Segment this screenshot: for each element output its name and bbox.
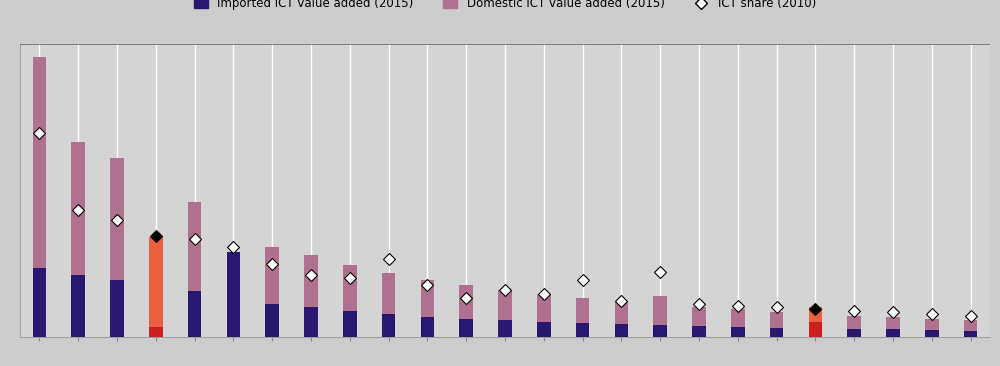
- Bar: [925, 319, 939, 330]
- Bar: [459, 285, 473, 319]
- Bar: [265, 304, 279, 337]
- Bar: [343, 311, 357, 337]
- Bar: [886, 329, 900, 337]
- Bar: [576, 323, 589, 337]
- Bar: [459, 319, 473, 337]
- Bar: [149, 327, 163, 337]
- Bar: [615, 324, 628, 337]
- Bar: [809, 322, 822, 337]
- Bar: [809, 307, 822, 322]
- Bar: [615, 301, 628, 324]
- Bar: [265, 247, 279, 304]
- Bar: [498, 321, 512, 337]
- Bar: [537, 294, 551, 322]
- Bar: [886, 317, 900, 329]
- Bar: [110, 280, 124, 337]
- Bar: [653, 325, 667, 337]
- Bar: [71, 275, 85, 337]
- Bar: [964, 321, 977, 331]
- Bar: [847, 315, 861, 329]
- Bar: [964, 331, 977, 337]
- Bar: [33, 57, 46, 268]
- Bar: [770, 311, 783, 328]
- Bar: [537, 322, 551, 337]
- Bar: [188, 202, 201, 291]
- Bar: [692, 307, 706, 326]
- Bar: [421, 317, 434, 337]
- Bar: [149, 238, 163, 327]
- Bar: [188, 291, 201, 337]
- Bar: [343, 265, 357, 311]
- Bar: [304, 255, 318, 307]
- Bar: [731, 309, 745, 327]
- Bar: [110, 158, 124, 280]
- Bar: [71, 142, 85, 275]
- Legend: Imported ICT value added (2015), Domestic ICT value added (2015), ICT share (201: Imported ICT value added (2015), Domesti…: [194, 0, 816, 10]
- Bar: [576, 299, 589, 323]
- Bar: [421, 280, 434, 317]
- Bar: [227, 252, 240, 337]
- Bar: [847, 329, 861, 337]
- Bar: [498, 290, 512, 321]
- Bar: [382, 314, 395, 337]
- Bar: [304, 307, 318, 337]
- Bar: [692, 326, 706, 337]
- Bar: [770, 328, 783, 337]
- Bar: [33, 268, 46, 337]
- Bar: [382, 273, 395, 314]
- Bar: [731, 327, 745, 337]
- Bar: [925, 330, 939, 337]
- Bar: [653, 296, 667, 325]
